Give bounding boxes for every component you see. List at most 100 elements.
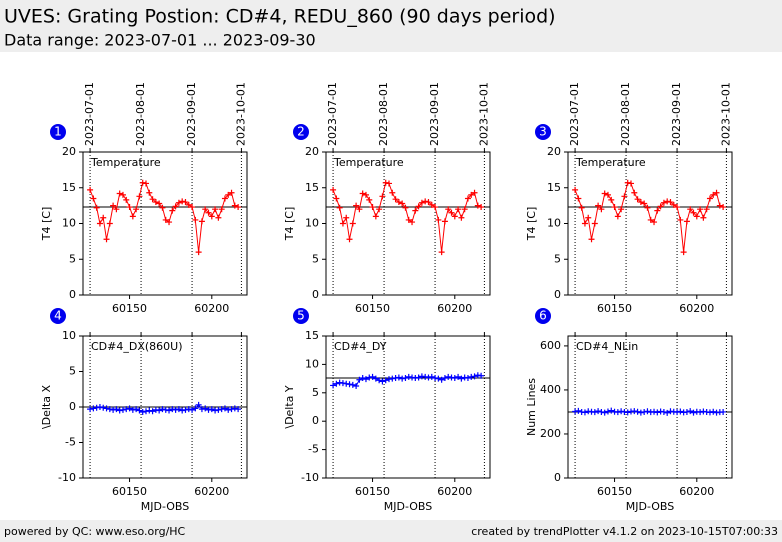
data-point	[575, 195, 582, 202]
data-point	[330, 186, 337, 193]
data-point	[608, 196, 615, 203]
plot-frame	[82, 151, 248, 296]
data-point	[103, 405, 110, 412]
footer-left: powered by QC: www.eso.org/HC	[4, 525, 186, 538]
data-point	[677, 216, 684, 223]
y-tick-label: 20	[305, 145, 319, 158]
y-tick-label: 5	[554, 252, 561, 265]
data-point	[585, 214, 592, 221]
data-point	[369, 373, 376, 380]
data-point	[474, 202, 481, 209]
data-point	[578, 204, 585, 211]
data-point	[195, 249, 202, 256]
data-point	[175, 199, 182, 206]
badge	[535, 308, 551, 324]
data-point	[143, 408, 150, 415]
data-point	[349, 381, 356, 388]
data-point	[641, 408, 648, 415]
y-tick-label: -5	[65, 436, 76, 449]
data-point	[415, 374, 422, 381]
data-point	[399, 200, 406, 207]
data-point	[162, 216, 169, 223]
plot-frame	[567, 151, 733, 296]
x-tick-label: 60200	[194, 485, 229, 498]
y-tick-label: 5	[69, 252, 76, 265]
data-point	[139, 408, 146, 415]
data-point	[386, 180, 393, 187]
data-point	[123, 406, 130, 413]
data-point	[425, 199, 432, 206]
data-point	[664, 198, 671, 205]
y-tick-label: 400	[540, 383, 561, 396]
x2-tick-label: 2023-08-01	[619, 82, 632, 146]
data-point	[670, 201, 677, 208]
x-tick-label: 60200	[437, 485, 472, 498]
data-point	[215, 214, 222, 221]
data-point	[631, 189, 638, 196]
data-point	[438, 376, 445, 383]
data-point	[356, 376, 363, 383]
data-point	[720, 204, 727, 211]
data-point	[471, 373, 478, 380]
data-point	[451, 375, 458, 382]
x-tick-label: 60200	[679, 302, 714, 315]
data-point	[129, 213, 136, 220]
data-point	[441, 218, 448, 225]
plot-frame	[567, 335, 733, 479]
data-point	[379, 193, 386, 200]
data-point	[225, 406, 232, 413]
data-point	[601, 409, 608, 416]
y-axis-label: T4 [C]	[40, 207, 53, 241]
data-point	[228, 406, 235, 413]
page-subtitle: Data range: 2023-07-01 ... 2023-09-30	[4, 31, 316, 50]
data-point	[169, 207, 176, 214]
badge-label: 2	[297, 125, 305, 139]
data-point	[572, 408, 579, 415]
data-point	[621, 193, 628, 200]
badge-label: 6	[539, 309, 547, 323]
page-title: UVES: Grating Postion: CD#4, REDU_860 (9…	[4, 6, 556, 28]
data-point	[690, 409, 697, 416]
data-point	[330, 382, 337, 389]
data-point	[228, 189, 235, 196]
data-point	[644, 204, 651, 211]
data-point	[179, 198, 186, 205]
data-point	[106, 220, 113, 227]
panel-label: CD#4_DX(860U)	[91, 340, 183, 353]
data-point	[664, 409, 671, 416]
data-point	[218, 206, 225, 213]
data-point	[185, 201, 192, 208]
data-point	[212, 206, 219, 213]
data-point	[428, 373, 435, 380]
data-point	[119, 191, 126, 198]
data-point	[674, 204, 681, 211]
data-point	[618, 206, 625, 213]
data-point	[172, 203, 179, 210]
data-point	[346, 236, 353, 243]
data-point	[471, 189, 478, 196]
y-axis-label: \Delta Y	[283, 385, 296, 429]
panel-label: Temperature	[90, 156, 161, 169]
data-point	[614, 409, 621, 416]
data-point	[478, 372, 485, 379]
data-point	[359, 190, 366, 197]
data-point	[87, 186, 94, 193]
data-point	[159, 406, 166, 413]
x2-tick-label: 2023-10-01	[719, 82, 732, 146]
data-point	[690, 209, 697, 216]
panel-label: Temperature	[333, 156, 404, 169]
data-point	[189, 204, 196, 211]
data-point	[634, 196, 641, 203]
y-tick-label: 0	[69, 400, 76, 413]
y-tick-label: 20	[62, 145, 76, 158]
data-point	[353, 382, 360, 389]
data-line	[89, 182, 239, 253]
data-point	[458, 375, 465, 382]
data-point	[159, 204, 166, 211]
data-point	[343, 214, 350, 221]
data-point	[93, 204, 100, 211]
data-point	[435, 375, 442, 382]
data-point	[235, 406, 242, 413]
data-point	[185, 406, 192, 413]
